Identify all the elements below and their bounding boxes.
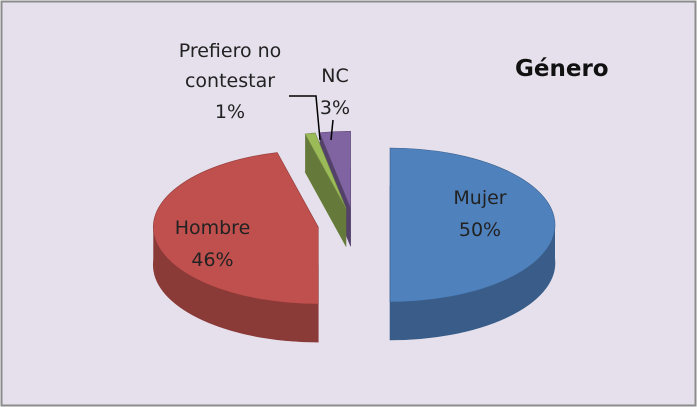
pie-slice [153,152,319,343]
category-label: Hombre [174,217,251,239]
category-label: Mujer [453,187,507,209]
slice-label: Mujer 50% [420,182,540,246]
pie-slice [304,132,347,247]
slice-top [304,132,347,209]
slice-label: Prefiero no contestar 1% [160,36,300,128]
pie [153,130,556,343]
slice-label: Hombre 46% [150,212,275,276]
slice-top [153,152,319,305]
value-label: 50% [458,219,502,241]
value-label: 1% [214,101,246,123]
leader-line [330,119,334,141]
chart-title: Género [515,56,609,82]
leader-line [289,95,321,141]
category-label: NC [321,65,349,87]
slice-label: NC 3% [300,60,370,124]
slice-top [389,147,556,303]
pie-slice [389,147,556,341]
category-label: Prefiero no contestar [178,40,282,92]
slice-side [390,225,555,340]
slice-side [153,227,319,343]
value-label: 46% [191,249,234,271]
value-label: 3% [319,97,351,119]
